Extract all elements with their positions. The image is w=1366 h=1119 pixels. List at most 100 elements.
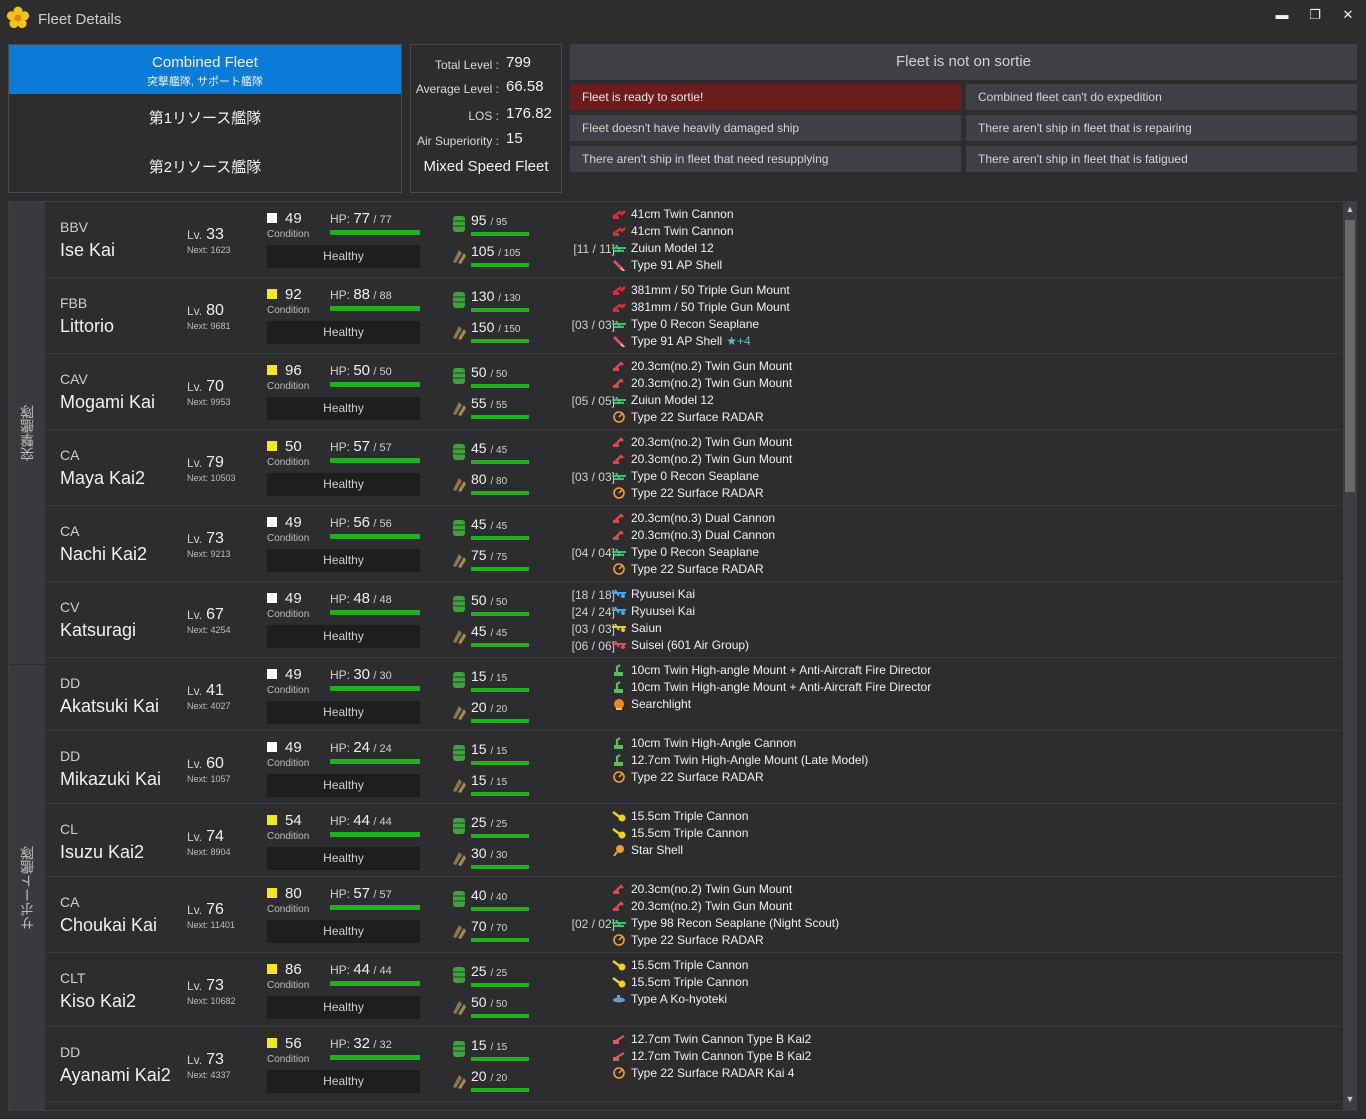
ship-next-exp: Next: 4254 bbox=[187, 625, 231, 635]
health-status: Healthy bbox=[267, 321, 420, 344]
secondary-gun-yellow-icon bbox=[612, 976, 626, 988]
ship-next-exp: Next: 11401 bbox=[187, 920, 235, 930]
ship-row[interactable]: BBV Ise Kai Lv. 33 Next: 1623 49 Condition HP: … bbox=[46, 202, 1342, 278]
ha-gun-green-icon bbox=[612, 754, 626, 766]
ship-name: Ayanami Kai2 bbox=[60, 1065, 171, 1085]
fuel-icon bbox=[451, 817, 467, 835]
tab-fleet-1[interactable]: 第1リソース艦隊 bbox=[148, 110, 262, 127]
hp-value: HP: 50 / 50 bbox=[330, 362, 392, 379]
ship-row[interactable]: DD Akatsuki Kai Lv. 41 Next: 4027 49 Condition… bbox=[46, 658, 1342, 731]
seaplane-green-icon bbox=[612, 394, 626, 406]
scroll-up-arrow-icon[interactable]: ▲ bbox=[1345, 204, 1355, 214]
condition-indicator-icon bbox=[267, 964, 277, 974]
ship-row[interactable]: CA Maya Kai2 Lv. 79 Next: 10503 50 Condition HP… bbox=[46, 430, 1342, 506]
equipment-name: Type 0 Recon Seaplane bbox=[631, 469, 760, 483]
equipment-name: 10cm Twin High-angle Mount + Anti-Aircra… bbox=[631, 663, 932, 677]
equipment-name: Saiun bbox=[631, 621, 662, 635]
fuel-icon bbox=[451, 291, 467, 309]
equipment-name: Type A Ko-hyoteki bbox=[631, 992, 728, 1006]
hp-value: HP: 44 / 44 bbox=[330, 961, 392, 978]
equipment-slot-count: [03 / 03] bbox=[571, 470, 615, 484]
support-fleet-label: サポート艦隊 bbox=[19, 846, 35, 930]
ship-row[interactable]: CV Katsuragi Lv. 67 Next: 4254 49 Condition HP:… bbox=[46, 582, 1342, 658]
ship-list[interactable]: 突撃艦隊 サポート艦隊 BBV Ise Kai Lv. 33 Next: 1623 49 C… bbox=[8, 201, 1357, 1111]
condition-label: Condition bbox=[267, 533, 310, 544]
ammo-icon bbox=[451, 398, 467, 416]
ship-next-exp: Next: 4027 bbox=[187, 701, 231, 711]
ship-row[interactable]: CL Isuzu Kai2 Lv. 74 Next: 8904 54 Condition HP… bbox=[46, 804, 1342, 877]
ammo-value: 75 / 75 bbox=[471, 547, 508, 563]
equipment-slot-count: [11 / 11] bbox=[573, 242, 615, 256]
ammo-bar bbox=[471, 865, 529, 869]
condition-indicator-icon bbox=[267, 289, 277, 299]
ship-next-exp: Next: 10503 bbox=[187, 473, 236, 483]
scrollbar[interactable]: ▲ ▼ bbox=[1343, 202, 1356, 1110]
searchlight-orange-icon bbox=[612, 698, 626, 710]
ship-row[interactable]: DD Mikazuki Kai Lv. 60 Next: 1057 49 Condition… bbox=[46, 731, 1342, 804]
equipment-name: 20.3cm(no.2) Twin Gun Mount bbox=[631, 899, 793, 913]
ship-next-exp: Next: 10682 bbox=[187, 996, 236, 1006]
ship-level: Lv. 60 bbox=[187, 755, 224, 772]
equipment-name: Type 0 Recon Seaplane bbox=[631, 317, 760, 331]
ship-name: Littorio bbox=[60, 316, 115, 336]
condition-indicator-icon bbox=[267, 888, 277, 898]
fleet-speed: Mixed Speed Fleet bbox=[423, 158, 549, 175]
equipment-name: 20.3cm(no.2) Twin Gun Mount bbox=[631, 882, 793, 896]
ship-level: Lv. 41 bbox=[187, 682, 224, 699]
ship-row[interactable]: FBB Littorio Lv. 80 Next: 9681 92 Condition HP:… bbox=[46, 278, 1342, 354]
minimize-button[interactable]: ▬ bbox=[1275, 7, 1289, 22]
fuel-bar bbox=[471, 460, 529, 464]
equipment-item: Type 22 Surface RADAR bbox=[612, 769, 764, 786]
equipment-item: 12.7cm Twin Cannon Type B Kai2 bbox=[612, 1048, 811, 1065]
radar-orange-icon bbox=[612, 934, 626, 946]
close-button[interactable]: ✕ bbox=[1342, 7, 1354, 22]
ammo-icon bbox=[451, 997, 467, 1015]
fuel-value: 25 / 25 bbox=[471, 963, 508, 979]
scroll-thumb[interactable] bbox=[1345, 220, 1355, 492]
fleet-tab-list: Combined Fleet 突撃艦隊, サポート艦隊 第1リソース艦隊 第2リ… bbox=[8, 44, 402, 193]
ship-row[interactable]: CAV Mogami Kai Lv. 70 Next: 9953 96 Condition H… bbox=[46, 354, 1342, 430]
hp-bar bbox=[330, 382, 420, 387]
equipment-name: 381mm / 50 Triple Gun Mount bbox=[631, 300, 790, 314]
equipment-item: Suisei (601 Air Group) bbox=[612, 637, 749, 654]
equipment-name: 12.7cm Twin Cannon Type B Kai2 bbox=[631, 1049, 812, 1063]
medium-gun-red-icon bbox=[612, 436, 626, 448]
equipment-item: Type 0 Recon Seaplane bbox=[612, 316, 759, 333]
ammo-bar bbox=[471, 1088, 529, 1092]
ship-name: Akatsuki Kai bbox=[60, 696, 160, 716]
hp-bar bbox=[330, 306, 420, 311]
status-repairing: There aren't ship in fleet that is repai… bbox=[966, 115, 1357, 141]
condition-value: 49 bbox=[285, 210, 302, 227]
fuel-value: 15 / 15 bbox=[471, 668, 508, 684]
strike-fleet-section: 突撃艦隊 bbox=[9, 202, 45, 664]
restore-button[interactable]: ❐ bbox=[1309, 7, 1321, 22]
ship-row[interactable]: CA Choukai Kai Lv. 76 Next: 11401 80 Condition… bbox=[46, 877, 1342, 953]
support-fleet-section: サポート艦隊 bbox=[9, 665, 45, 1110]
ship-row[interactable]: DD Ayanami Kai2 Lv. 73 Next: 4337 56 Condition… bbox=[46, 1027, 1342, 1102]
hp-bar bbox=[330, 1055, 420, 1060]
scroll-down-arrow-icon[interactable]: ▼ bbox=[1345, 1094, 1355, 1104]
status-expedition: Combined fleet can't do expedition bbox=[966, 84, 1357, 110]
equipment-name: 20.3cm(no.2) Twin Gun Mount bbox=[631, 376, 793, 390]
health-status: Healthy bbox=[267, 774, 420, 797]
ammo-icon bbox=[451, 775, 467, 793]
hp-bar bbox=[330, 610, 420, 615]
equipment-name: 15.5cm Triple Cannon bbox=[631, 958, 749, 972]
status-damaged: Fleet doesn't have heavily damaged ship bbox=[570, 115, 961, 141]
medium-gun-red-icon bbox=[612, 360, 626, 372]
equipment-item: Searchlight bbox=[612, 696, 691, 713]
condition-value: 54 bbox=[285, 812, 302, 829]
condition-label: Condition bbox=[267, 904, 310, 915]
equipment-name: Type 0 Recon Seaplane bbox=[631, 545, 760, 559]
equipment-slot-count: [06 / 06] bbox=[571, 639, 615, 653]
fuel-value: 15 / 15 bbox=[471, 741, 508, 757]
ammo-value: 55 / 55 bbox=[471, 395, 508, 411]
fuel-bar bbox=[471, 761, 529, 765]
fuel-icon bbox=[451, 367, 467, 385]
equipment-name: 381mm / 50 Triple Gun Mount bbox=[631, 283, 790, 297]
ship-row[interactable]: CLT Kiso Kai2 Lv. 73 Next: 10682 86 Condition H… bbox=[46, 953, 1342, 1027]
health-status: Healthy bbox=[267, 920, 420, 943]
tab-combined-fleet[interactable]: Combined Fleet 突撃艦隊, サポート艦隊 bbox=[9, 45, 401, 94]
ship-row[interactable]: CA Nachi Kai2 Lv. 73 Next: 9213 49 Condition HP… bbox=[46, 506, 1342, 582]
tab-fleet-2[interactable]: 第2リソース艦隊 bbox=[148, 159, 262, 176]
